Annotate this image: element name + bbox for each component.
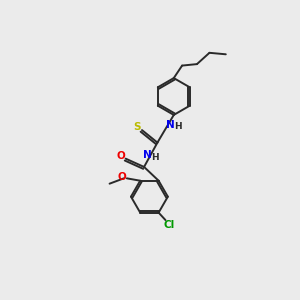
Text: O: O xyxy=(117,172,126,182)
Text: H: H xyxy=(152,153,159,162)
Text: H: H xyxy=(175,122,182,131)
Text: S: S xyxy=(134,122,141,131)
Text: O: O xyxy=(117,151,125,160)
Text: N: N xyxy=(143,150,152,160)
Text: Cl: Cl xyxy=(164,220,175,230)
Text: N: N xyxy=(166,120,175,130)
